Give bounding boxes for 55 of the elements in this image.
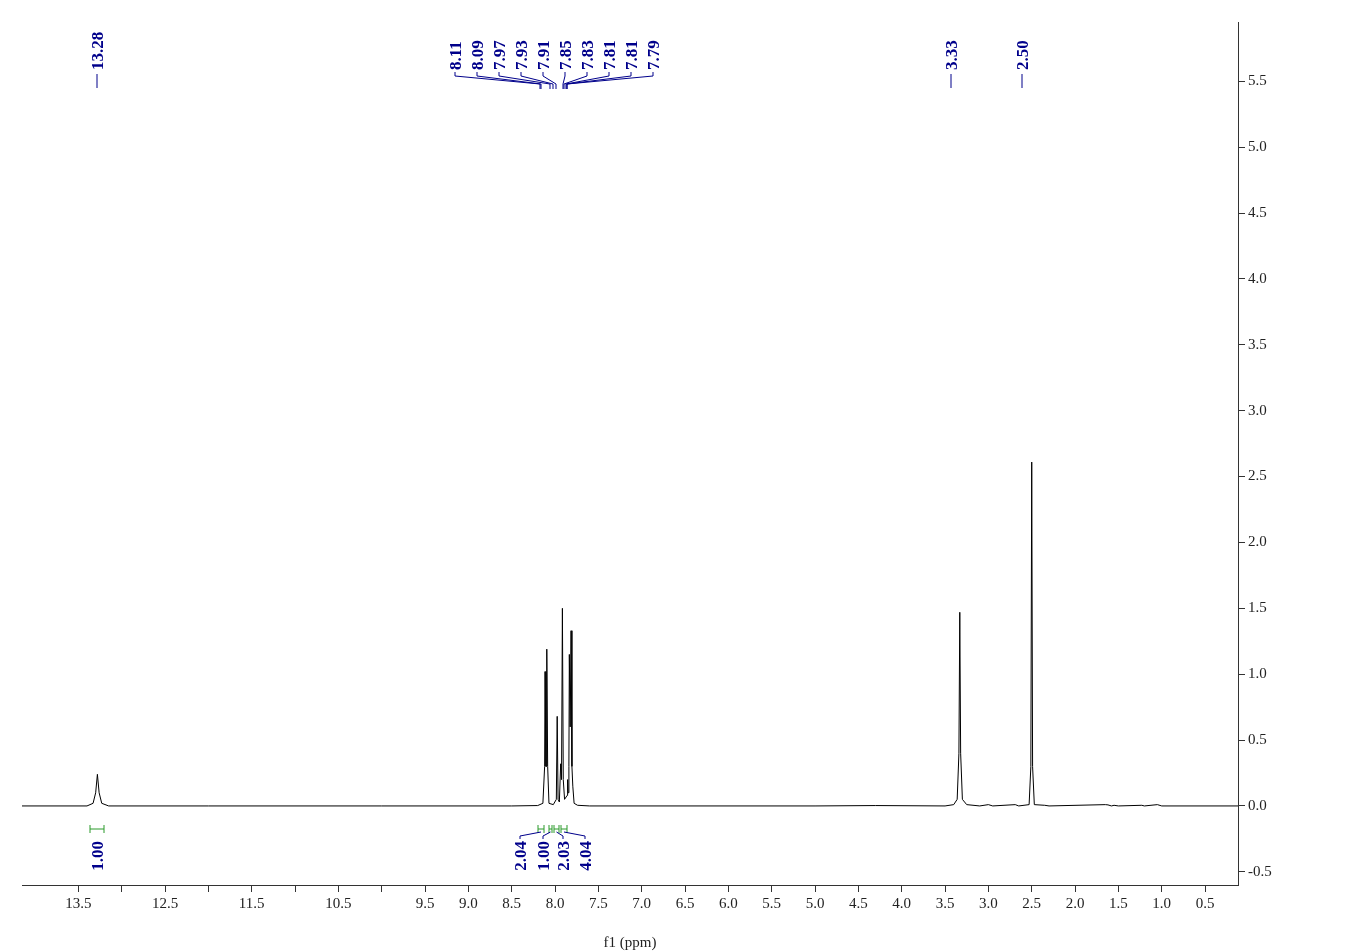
y-tick-label: 0.5 xyxy=(1248,731,1267,748)
annotation: 2.03 xyxy=(554,841,573,871)
y-tick-label: 1.5 xyxy=(1248,599,1267,616)
x-tick-label: 1.5 xyxy=(1109,894,1128,911)
x-tick-label: 4.0 xyxy=(892,894,912,911)
annotation: 8.09 xyxy=(468,40,487,70)
annotation: 1.00 xyxy=(88,841,107,871)
y-tick-label: 0.0 xyxy=(1248,796,1267,813)
annotation: 7.81 xyxy=(622,40,641,70)
x-tick-label: 8.5 xyxy=(502,894,522,911)
x-tick-label: 9.5 xyxy=(415,894,435,911)
annotation: 7.97 xyxy=(490,39,509,70)
y-tick-label: 3.5 xyxy=(1248,335,1267,352)
y-tick-label: -0.5 xyxy=(1248,862,1272,879)
x-tick-label: 3.0 xyxy=(979,894,998,911)
annotation: 7.83 xyxy=(578,40,597,70)
annotation: 3.33 xyxy=(942,40,961,70)
y-tick-label: 3.0 xyxy=(1248,401,1267,418)
x-tick-label: 6.5 xyxy=(675,894,695,911)
annotation: 2.04 xyxy=(511,840,530,871)
y-tick-label: 2.0 xyxy=(1248,533,1267,550)
y-tick-label: 4.0 xyxy=(1248,269,1267,286)
x-tick-label: 2.0 xyxy=(1065,894,1085,911)
x-tick-label: 11.5 xyxy=(238,894,265,911)
x-tick-label: 7.5 xyxy=(588,894,608,911)
x-tick-label: 5.0 xyxy=(805,894,825,911)
y-tick-label: 1.0 xyxy=(1248,665,1267,682)
x-tick-label: 2.5 xyxy=(1022,894,1042,911)
annotation: 7.81 xyxy=(600,40,619,70)
y-tick-label: 5.5 xyxy=(1248,72,1267,89)
annotation: 2.50 xyxy=(1013,40,1032,70)
annotation: 8.11 xyxy=(446,41,465,70)
annotation: 7.93 xyxy=(512,40,531,70)
x-tick-label: 6.0 xyxy=(719,894,738,911)
x-tick-label: 9.0 xyxy=(458,894,478,911)
x-axis-title: f1 (ppm) xyxy=(603,933,657,951)
x-tick-label: 13.5 xyxy=(65,894,92,911)
annotation: 1.00 xyxy=(534,841,553,871)
annotation: 7.85 xyxy=(556,40,575,70)
x-tick-label: 7.0 xyxy=(632,894,652,911)
x-tick-label: 4.5 xyxy=(849,894,868,911)
x-tick-label: 1.0 xyxy=(1152,894,1172,911)
annotation: 13.28 xyxy=(88,31,107,70)
x-tick-label: 5.5 xyxy=(762,894,782,911)
x-tick-label: 3.5 xyxy=(935,894,955,911)
x-tick-label: 8.0 xyxy=(545,894,565,911)
y-tick-label: 2.5 xyxy=(1248,467,1267,484)
x-tick-label: 12.5 xyxy=(151,894,179,911)
annotation: 7.91 xyxy=(534,40,553,70)
annotation: 7.79 xyxy=(644,40,663,70)
x-tick-label: 0.5 xyxy=(1195,894,1215,911)
y-tick-label: 5.0 xyxy=(1248,138,1267,155)
annotation: 4.04 xyxy=(576,840,595,871)
y-tick-label: 4.5 xyxy=(1248,203,1267,220)
x-tick-label: 10.5 xyxy=(325,894,352,911)
